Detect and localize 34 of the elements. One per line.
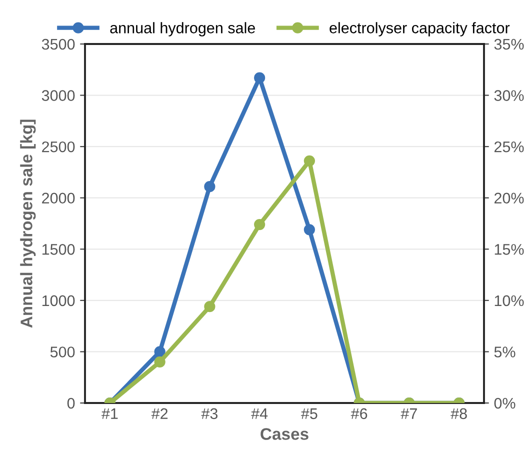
point <box>154 346 166 358</box>
point <box>254 72 266 84</box>
y-tick-label: 2500 <box>42 141 75 152</box>
point <box>304 155 315 166</box>
x-tick-label: #6 <box>350 408 368 420</box>
x-tick-label: #4 <box>251 408 268 419</box>
x-tick-label: #1 <box>102 408 118 419</box>
y-tick-label: 1500 <box>42 244 75 255</box>
y2-tick-label: 30% <box>494 90 524 101</box>
y-tick-label: 500 <box>50 346 75 358</box>
y-tick-label: 2000 <box>42 192 75 204</box>
x-tick-label: #5 <box>301 408 318 420</box>
point <box>204 181 216 192</box>
legend-label: electrolyser capacity factor <box>330 22 510 36</box>
x-tick-label: #3 <box>201 408 218 420</box>
y-tick-label: 3000 <box>42 90 75 101</box>
x-axis-title: Cases <box>260 428 308 440</box>
x-tick-label: #7 <box>400 408 417 419</box>
y2-tick-label: 20% <box>494 192 524 204</box>
x-tick-label: #8 <box>450 408 467 420</box>
y2-tick-label: 35% <box>494 38 524 50</box>
y-axis-title: Annual hydrogen sale [kg] <box>20 120 36 328</box>
y-tick-label: 1000 <box>42 295 75 306</box>
y2-tick-label: 5% <box>494 346 516 358</box>
y-tick-label: 0 <box>67 398 75 409</box>
y2-tick-label: 0% <box>494 398 516 409</box>
point <box>304 224 315 236</box>
point <box>254 218 266 230</box>
legend-label: annual hydrogen sale <box>110 22 255 36</box>
y2-tick-label: 10% <box>494 295 524 306</box>
y2-tick-label: 15% <box>494 244 524 255</box>
y-tick-label: 3500 <box>42 38 75 50</box>
x-tick-label: #2 <box>151 408 168 419</box>
y2-tick-label: 25% <box>494 141 524 152</box>
